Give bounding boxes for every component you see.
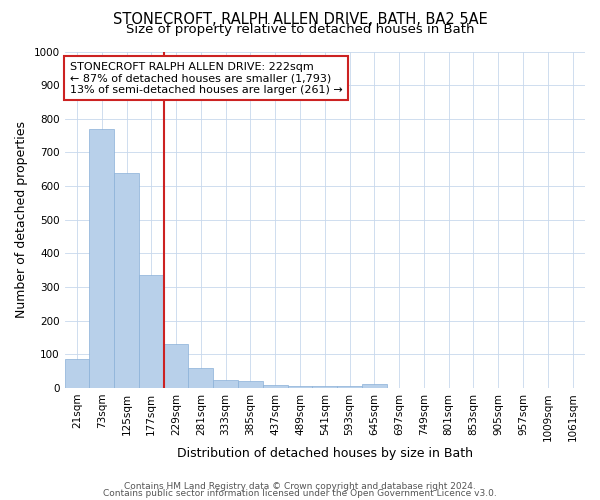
Bar [362,384,387,388]
Bar [213,380,238,388]
Text: Size of property relative to detached houses in Bath: Size of property relative to detached ho… [126,22,474,36]
Bar [65,360,89,388]
Bar [287,386,313,388]
Bar [188,368,213,388]
Bar [164,344,188,388]
Bar [89,129,114,388]
Y-axis label: Number of detached properties: Number of detached properties [15,121,28,318]
Bar [263,386,287,388]
Bar [313,386,337,388]
Bar [337,386,362,388]
Text: STONECROFT, RALPH ALLEN DRIVE, BATH, BA2 5AE: STONECROFT, RALPH ALLEN DRIVE, BATH, BA2… [113,12,487,28]
Text: Contains public sector information licensed under the Open Government Licence v3: Contains public sector information licen… [103,489,497,498]
X-axis label: Distribution of detached houses by size in Bath: Distribution of detached houses by size … [177,447,473,460]
Text: STONECROFT RALPH ALLEN DRIVE: 222sqm
← 87% of detached houses are smaller (1,793: STONECROFT RALPH ALLEN DRIVE: 222sqm ← 8… [70,62,343,95]
Text: Contains HM Land Registry data © Crown copyright and database right 2024.: Contains HM Land Registry data © Crown c… [124,482,476,491]
Bar [238,381,263,388]
Bar [114,172,139,388]
Bar [139,275,164,388]
